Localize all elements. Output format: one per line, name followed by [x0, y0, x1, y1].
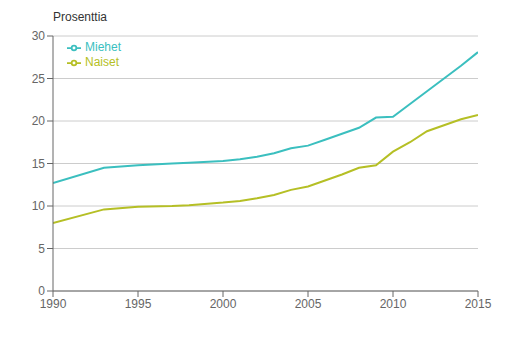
svg-text:25: 25 [32, 72, 46, 86]
svg-text:20: 20 [32, 114, 46, 128]
svg-text:15: 15 [32, 157, 46, 171]
svg-text:1990: 1990 [40, 297, 67, 311]
svg-text:2015: 2015 [465, 297, 492, 311]
svg-text:30: 30 [32, 29, 46, 43]
svg-text:2000: 2000 [210, 297, 237, 311]
svg-text:2005: 2005 [295, 297, 322, 311]
html-text:Prosenttia: Prosenttia [53, 10, 107, 24]
svg-text:0: 0 [38, 284, 45, 298]
svg-text:10: 10 [32, 199, 46, 213]
svg-text:2010: 2010 [380, 297, 407, 311]
svg-text:1995: 1995 [125, 297, 152, 311]
html-text:Naiset: Naiset [85, 54, 119, 69]
html-text:Miehet: Miehet [85, 40, 121, 54]
svg-text:5: 5 [38, 242, 45, 256]
